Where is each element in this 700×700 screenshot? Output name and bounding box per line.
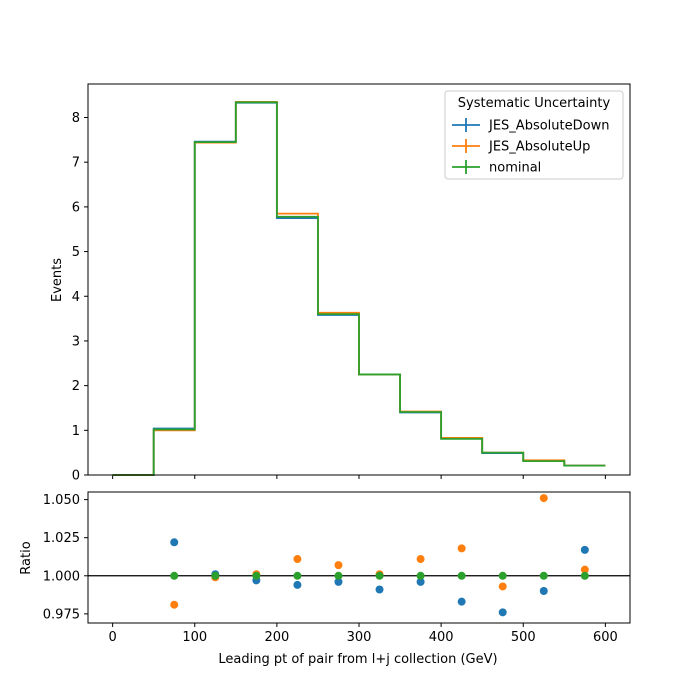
ratio-y-tick-label: 1.050	[43, 493, 80, 508]
ratio-point	[457, 597, 466, 606]
x-tick-label: 100	[182, 630, 207, 645]
ratio-point	[293, 555, 302, 564]
main-y-tick-label: 6	[72, 200, 80, 215]
ratio-point	[375, 571, 384, 580]
main-y-tick-label: 3	[72, 334, 80, 349]
ratio-point	[580, 565, 589, 574]
ratio-point	[334, 561, 343, 570]
ratio-point	[539, 587, 548, 596]
ratio-y-tick-label: 0.975	[43, 607, 80, 622]
x-tick-label: 400	[429, 630, 454, 645]
x-axis-label: Leading pt of pair from l+j collection (…	[218, 652, 497, 667]
legend-label: JES_AbsoluteUp	[488, 140, 590, 155]
ratio-point	[416, 555, 425, 564]
x-tick-label: 0	[108, 630, 116, 645]
ratio-point	[170, 600, 179, 609]
main-y-axis-label: Events	[50, 258, 65, 302]
ratio-point	[334, 577, 343, 586]
main-y-tick-label: 7	[72, 156, 80, 171]
main-y-tick-label: 8	[72, 111, 80, 126]
main-y-tick-label: 0	[72, 469, 80, 484]
ratio-point	[539, 571, 548, 580]
main-y-tick-label: 2	[72, 379, 80, 394]
ratio-point	[170, 571, 179, 580]
x-tick-label: 600	[593, 630, 618, 645]
legend-title: Systematic Uncertainty	[458, 96, 611, 111]
ratio-point	[580, 545, 589, 554]
x-tick-label: 200	[264, 630, 289, 645]
ratio-point	[293, 580, 302, 589]
ratio-plot-frame	[87, 491, 631, 624]
x-tick-label: 500	[511, 630, 536, 645]
ratio-point	[580, 571, 589, 580]
ratio-point	[498, 571, 507, 580]
legend-entry: JES_AbsoluteUp	[452, 139, 590, 155]
ratio-point	[498, 608, 507, 617]
ratio-point	[211, 571, 220, 580]
main-y-tick-label: 1	[72, 424, 80, 439]
ratio-point	[252, 571, 261, 580]
legend: Systematic Uncertainty JES_AbsoluteDown J…	[444, 90, 624, 180]
ratio-point	[416, 577, 425, 586]
ratio-point	[293, 571, 302, 580]
ratio-y-axis-label: Ratio	[19, 541, 34, 574]
ratio-point	[498, 582, 507, 591]
legend-label: JES_AbsoluteDown	[488, 119, 609, 134]
ratio-series-nominal	[170, 571, 589, 580]
legend-entry: nominal	[452, 160, 541, 176]
ratio-point	[457, 571, 466, 580]
ratio-point	[457, 544, 466, 553]
ratio-point	[375, 585, 384, 594]
x-tick-label: 300	[347, 630, 372, 645]
main-histogram-panel: 0 1 2 3 4 5 6 7 8 Events Systematic Uncertainty …	[50, 83, 631, 484]
ratio-point	[334, 571, 343, 580]
main-y-tick-label: 5	[72, 245, 80, 260]
main-plot-frame	[87, 83, 631, 476]
ratio-point	[170, 538, 179, 547]
legend-label: nominal	[489, 161, 541, 176]
legend-box	[444, 90, 624, 180]
ratio-y-tick-label: 1.025	[43, 531, 80, 546]
histogram-series-nominal	[112, 101, 606, 476]
main-y-tick-label: 4	[72, 290, 80, 305]
ratio-point	[539, 494, 548, 503]
ratio-point	[416, 571, 425, 580]
legend-entry: JES_AbsoluteDown	[452, 118, 609, 134]
ratio-y-tick-label: 1.000	[43, 569, 80, 584]
